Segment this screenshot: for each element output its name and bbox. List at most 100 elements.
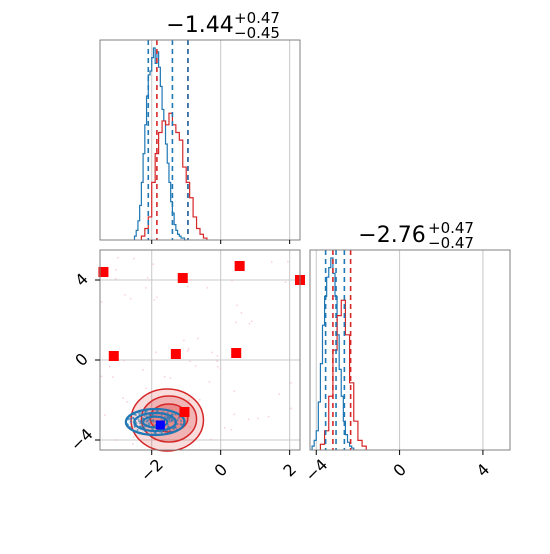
joint-red-point [108, 351, 119, 361]
joint-background-sample [194, 365, 197, 367]
joint-blue-sample [166, 416, 170, 419]
marginal-y-panel: −4 0 4 [301, 249, 511, 485]
joint-background-sample [116, 256, 119, 259]
joint-red-point [170, 349, 181, 359]
joint-background-sample [270, 261, 273, 263]
joint-background-sample [216, 354, 219, 357]
joint-blue-sample [150, 419, 153, 422]
joint-background-sample [155, 296, 158, 299]
joint-blue-point [155, 420, 165, 430]
marginal-y-title-value: −2.76 [358, 223, 425, 248]
joint-background-sample [189, 360, 192, 363]
joint-blue-sample [145, 415, 148, 418]
joint-blue-sample [148, 422, 151, 426]
joint-background-sample [208, 380, 211, 383]
joint-background-sample [114, 277, 117, 280]
joint-background-sample [286, 260, 289, 263]
joint-background-sample [142, 369, 144, 371]
joint-blue-sample [130, 417, 133, 421]
joint-background-sample [126, 401, 129, 403]
joint-background-sample [129, 297, 132, 300]
joint-background-sample [115, 439, 118, 441]
joint-background-sample [250, 320, 253, 323]
marginal-y-title: −2.76 [358, 223, 425, 248]
marginal-x-title: −1.44 [166, 13, 233, 38]
joint-red-point [98, 267, 109, 277]
joint-background-sample [223, 426, 226, 429]
joint-blue-sample [141, 417, 144, 420]
joint-background-sample [189, 426, 191, 428]
marginal-y-tick-label: 0 [389, 460, 410, 481]
joint-blue-sample [139, 419, 142, 422]
joint-background-sample [284, 281, 287, 284]
marginal-x-title-plus: +0.47 [234, 9, 280, 27]
joint-y-tick-label: 0 [71, 349, 92, 370]
joint-blue-sample [137, 420, 141, 423]
joint-background-sample [122, 397, 124, 400]
joint-background-sample [198, 398, 201, 401]
joint-background-sample [187, 347, 190, 350]
joint-blue-sample [136, 428, 139, 432]
joint-red-point [177, 273, 188, 283]
joint-blue-sample [174, 426, 177, 429]
joint-x-tick-label: −2 [137, 455, 167, 485]
joint-blue-sample [166, 411, 169, 414]
joint-background-sample [290, 407, 293, 410]
joint-background-sample [108, 365, 111, 368]
joint-background-sample [169, 377, 172, 380]
joint-blue-contour [142, 415, 169, 429]
joint-blue-sample [152, 420, 155, 423]
marginal-y-title-minus: −0.47 [428, 234, 474, 252]
joint-background-sample [247, 418, 250, 421]
marginal-y-red-histogram [319, 299, 367, 450]
joint-blue-sample [131, 416, 135, 419]
joint-background-sample [210, 438, 212, 441]
marginal-x-title-value: −1.44 [166, 13, 233, 38]
joint-background-sample [248, 322, 251, 325]
joint-background-sample [267, 415, 270, 418]
joint-background-sample [146, 276, 149, 279]
joint-red-point [234, 261, 245, 271]
joint-background-sample [233, 413, 236, 416]
joint-background-sample [115, 268, 117, 271]
marginal-x-blue-histogram [133, 47, 187, 241]
joint-background-sample [240, 311, 243, 314]
joint-blue-sample [127, 418, 130, 421]
joint-background-sample [197, 337, 199, 340]
joint-blue-sample [137, 418, 140, 421]
joint-scatter-panel: −2 0 2 −4 0 4 [67, 249, 305, 485]
joint-background-sample [206, 286, 209, 289]
joint-background-sample [145, 387, 147, 390]
marginal-x-red-histogram [140, 112, 208, 240]
joint-blue-sample [148, 414, 151, 417]
joint-background-sample [100, 300, 103, 303]
joint-background-sample [230, 428, 233, 431]
joint-background-sample [153, 298, 155, 301]
joint-background-sample [152, 263, 155, 266]
joint-blue-sample [139, 421, 143, 424]
joint-background-sample [186, 349, 189, 352]
joint-background-sample [186, 285, 189, 288]
marginal-y-title-plus: +0.47 [428, 219, 474, 237]
joint-blue-sample [177, 417, 180, 420]
joint-frame [99, 249, 301, 451]
joint-background-sample [133, 257, 135, 260]
joint-blue-sample [145, 420, 148, 423]
joint-background-sample [100, 375, 103, 378]
joint-blue-sample [134, 413, 137, 417]
marginal-x-panel [99, 39, 301, 244]
joint-background-sample [219, 367, 222, 370]
joint-background-sample [257, 417, 260, 420]
marginal-y-tick-label: −4 [301, 455, 331, 485]
joint-background-sample [132, 442, 134, 445]
joint-background-sample [290, 382, 292, 384]
joint-background-sample [231, 279, 233, 282]
joint-background-sample [132, 436, 135, 438]
joint-blue-sample [176, 423, 179, 426]
joint-blue-sample [143, 411, 147, 414]
marginal-y-blue-histogram [311, 257, 355, 450]
joint-background-sample [155, 351, 157, 354]
joint-background-sample [145, 286, 147, 289]
joint-background-sample [123, 359, 126, 362]
